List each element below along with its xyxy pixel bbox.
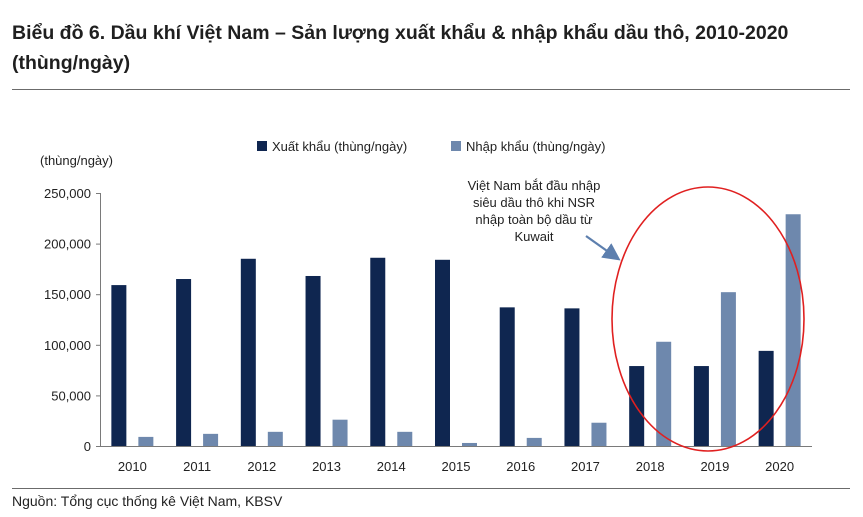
x-tick-label: 2018	[636, 459, 665, 474]
bar-export-2012	[240, 258, 256, 446]
bar-import-2013	[332, 419, 348, 446]
bar-import-2010	[138, 436, 154, 446]
legend-label-import: Nhập khẩu (thùng/ngày)	[466, 139, 605, 154]
y-axis-ticks: 0 50,000 100,000 150,000 200,000 250,000	[44, 186, 100, 454]
bar-export-2014	[370, 257, 386, 446]
y-tick-label: 150,000	[44, 287, 91, 302]
bar-import-2019	[720, 292, 736, 446]
legend: Xuất khẩu (thùng/ngày) Nhập khẩu (thùng/…	[257, 139, 605, 154]
x-tick-label: 2012	[247, 459, 276, 474]
bar-export-2013	[305, 275, 321, 446]
bar-export-2010	[111, 285, 127, 446]
legend-label-export: Xuất khẩu (thùng/ngày)	[272, 139, 407, 154]
x-tick-label: 2010	[118, 459, 147, 474]
annotation-arrow	[585, 235, 621, 261]
bar-import-2015	[462, 442, 477, 446]
bar-import-2012	[267, 431, 283, 446]
bar-export-2011	[176, 279, 192, 446]
bar-import-2018	[656, 341, 672, 446]
x-tick-label: 2013	[312, 459, 341, 474]
bar-export-2016	[499, 307, 515, 446]
x-axis-ticks: 2010 2011 2012 2013 2014 2015 2016 2017 2018 2019…	[118, 459, 794, 474]
bar-export-2017	[564, 308, 580, 446]
y-tick-label: 200,000	[44, 237, 91, 252]
bar-export-2015	[435, 259, 450, 446]
x-tick-label: 2019	[700, 459, 729, 474]
annotation: Việt Nam bắt đầu nhập siêu dầu thô khi NS…	[468, 178, 805, 452]
source-divider	[12, 488, 850, 489]
x-tick-label: 2016	[506, 459, 535, 474]
bar-export-2019	[693, 366, 709, 446]
x-tick-label: 2011	[183, 459, 211, 474]
source-note: Nguồn: Tổng cục thống kê Việt Nam, KBSV	[12, 493, 283, 509]
y-tick-label: 0	[84, 439, 91, 454]
x-tick-label: 2017	[571, 459, 600, 474]
y-tick-label: 100,000	[44, 338, 91, 353]
x-tick-label: 2014	[377, 459, 406, 474]
page-title: Biểu đồ 6. Dầu khí Việt Nam – Sản lượng …	[12, 22, 789, 74]
title-divider	[12, 89, 850, 90]
bar-import-2020	[785, 214, 801, 446]
bar-import-2011	[203, 433, 219, 446]
y-tick-label: 50,000	[51, 388, 91, 403]
bar-import-2016	[526, 437, 542, 446]
bars	[111, 214, 801, 446]
x-tick-label: 2015	[442, 459, 471, 474]
y-tick-label: 250,000	[44, 186, 91, 201]
y-axis-label: (thùng/ngày)	[40, 153, 113, 168]
legend-swatch-export	[257, 141, 267, 151]
bar-import-2017	[591, 422, 607, 446]
legend-swatch-import	[451, 141, 461, 151]
highlight-ellipse	[611, 186, 805, 452]
x-tick-label: 2020	[765, 459, 794, 474]
bar-import-2014	[397, 431, 413, 446]
annotation-text: Việt Nam bắt đầu nhập siêu dầu thô khi NS…	[468, 178, 601, 244]
bar-export-2020	[758, 350, 774, 446]
